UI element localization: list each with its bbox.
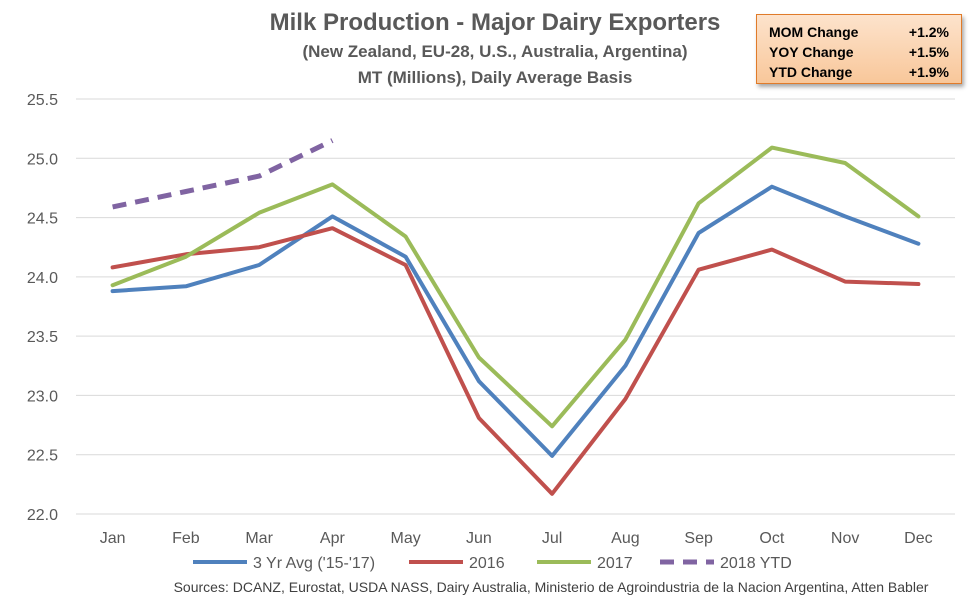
x-tick-label: Mar [245,530,273,547]
y-tick-label: 23.5 [27,329,58,346]
y-axis-ticks: 22.0 22.5 23.0 23.5 24.0 24.5 25.0 25.5 [27,92,58,524]
series-line-3-yr-avg-15-17 [110,184,921,458]
x-tick-label: Dec [904,530,932,547]
x-tick-label: Jan [100,530,126,547]
stat-value: +1.9% [908,64,949,80]
x-tick-label: May [391,530,421,547]
x-tick-label: Feb [172,530,200,547]
y-tick-label: 24.0 [27,270,58,287]
y-tick-label: 22.0 [27,507,58,524]
y-tick-label: 25.5 [27,92,58,109]
legend-label: 3 Yr Avg ('15-'17) [253,555,375,572]
chart-subtitle-1: (New Zealand, EU-28, U.S., Australia, Ar… [302,42,687,61]
series-line-2018-ytd [112,138,334,210]
legend-label: 2016 [469,555,505,572]
stat-row-mom: MOM Change +1.2% [769,22,949,42]
x-axis-ticks: Jan Feb Mar Apr May Jun Jul Aug Sep Oct Nov Dec [100,530,933,547]
series-line-2017 [110,145,921,429]
series-lines [110,138,921,496]
stat-label: YTD Change [769,64,853,80]
legend-label: 2018 YTD [720,555,792,572]
change-stats-box: MOM Change +1.2% YOY Change +1.5% YTD Ch… [756,14,962,84]
chart-subtitle-2: MT (Millions), Daily Average Basis [358,68,633,87]
x-tick-label: Jul [542,530,562,547]
y-tick-label: 22.5 [27,448,58,465]
stat-label: YOY Change [769,44,854,60]
x-tick-label: Jun [466,530,492,547]
series-line-2016 [110,226,921,496]
x-tick-label: Apr [320,530,346,547]
legend: 3 Yr Avg ('15-'17) 2016 2017 2018 YTD [193,555,792,572]
y-tick-label: 23.0 [27,388,58,405]
x-tick-label: Aug [611,530,639,547]
stat-value: +1.2% [908,24,949,40]
chart-title: Milk Production - Major Dairy Exporters [270,9,721,36]
gridlines [76,98,955,515]
stat-row-yoy: YOY Change +1.5% [769,42,949,62]
y-tick-label: 25.0 [27,151,58,168]
stat-value: +1.5% [908,44,949,60]
source-note: Sources: DCANZ, Eurostat, USDA NASS, Dai… [174,579,929,595]
x-tick-label: Sep [684,530,713,547]
x-tick-label: Oct [759,530,784,547]
x-tick-label: Nov [831,530,859,547]
stat-row-ytd: YTD Change +1.9% [769,62,949,82]
stat-label: MOM Change [769,24,859,40]
y-tick-label: 24.5 [27,211,58,228]
legend-label: 2017 [597,555,633,572]
